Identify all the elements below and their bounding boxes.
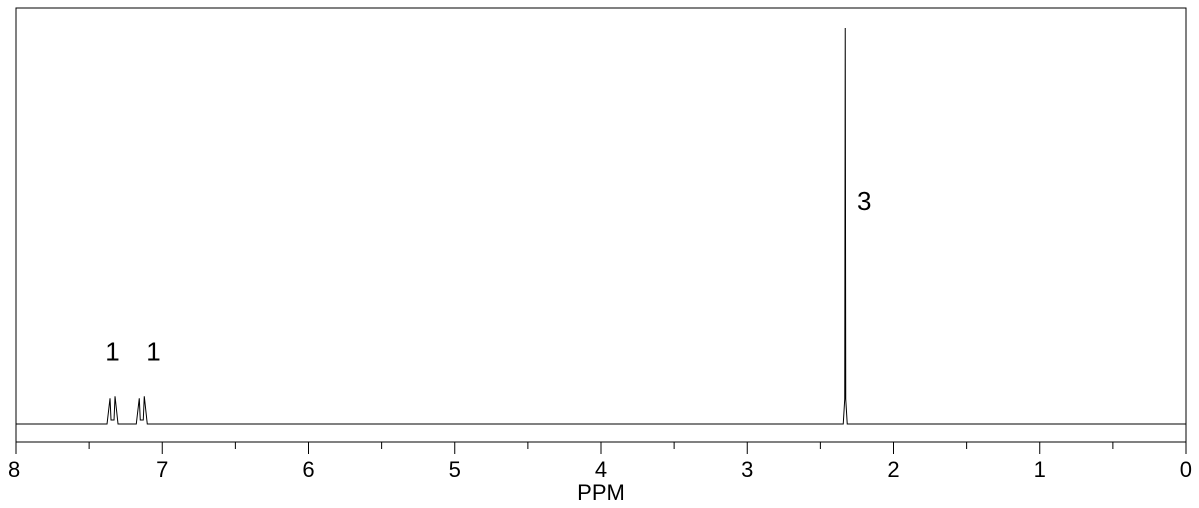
tick-label: 8	[8, 457, 20, 482]
tick-label: 4	[595, 457, 607, 482]
peak-label: 3	[857, 186, 871, 216]
peak-label: 1	[105, 337, 119, 367]
tick-label: 1	[1034, 457, 1046, 482]
tick-label: 7	[156, 457, 168, 482]
tick-label: 6	[302, 457, 314, 482]
peak-integration-labels: 1 1 3	[105, 186, 871, 366]
plot-frame	[15, 7, 1187, 443]
spectrum-line	[16, 27, 1186, 425]
tick-label: 0	[1180, 457, 1192, 482]
tick-label: 2	[887, 457, 899, 482]
peak-label: 1	[146, 337, 160, 367]
x-axis-title: PPM	[577, 480, 625, 505]
tick-label: 3	[741, 457, 753, 482]
x-axis-ticks	[15, 442, 1187, 454]
tick-label: 5	[449, 457, 461, 482]
x-axis-tick-labels: 8 7 6 5 4 3 2 1 0	[8, 457, 1192, 482]
